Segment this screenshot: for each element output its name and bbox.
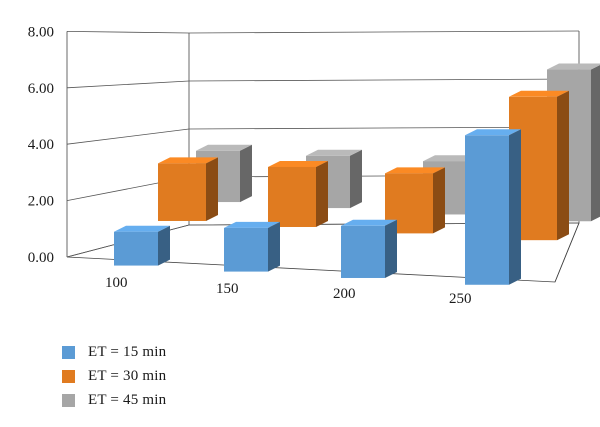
bar-top [114,225,170,232]
bar-top [547,63,600,70]
bar-side [350,149,362,209]
legend-label-et-15: ET = 15 min [88,343,167,360]
bar-side [316,161,328,227]
gridline-left-2 [66,128,190,145]
bar-side [385,219,397,278]
legend-swatch-et-15 [62,345,75,359]
bar-top [465,129,521,136]
bar-front [158,163,206,221]
bar-et15min-250 [465,129,521,285]
legend-swatch-et-45 [62,393,75,407]
bar-side [240,144,252,203]
legend-swatch-et-30 [62,369,75,383]
gridline-left-3 [66,80,190,89]
legend-item-et-15: ET = 15 min [62,340,166,364]
y-tick-label: 6.00 [28,81,54,97]
gridline-back-3 [188,78,580,82]
bar-front [114,231,158,266]
x-tick-label: 150 [216,281,239,297]
bar-side [557,90,569,241]
y-axis-ticks: 0.00 2.00 4.00 6.00 8.00 [28,24,54,266]
legend-label-et-30: ET = 30 min [88,367,167,384]
bar-side [591,65,600,222]
legend: ET = 15 min ET = 30 min ET = 45 min [62,340,166,412]
bar-top [385,167,445,174]
bar-front [224,227,268,272]
x-tick-label: 250 [449,291,472,307]
gridline-left-4 [66,31,190,34]
bar-top [158,157,218,164]
floor-right-edge [554,222,580,283]
bar-side [206,157,218,221]
bar-front [465,135,509,285]
bar-side [433,167,445,234]
x-axis-ticks: 100 150 200 250 [105,275,472,307]
x-tick-label: 100 [105,275,128,291]
bar-side [509,129,521,285]
bar-et30min-200 [385,167,445,234]
bar-et30min-150 [268,161,328,227]
bar-side [268,221,280,272]
y-tick-label: 4.00 [28,137,54,153]
bar-front [341,225,385,278]
gridlines [66,30,580,258]
bar-top [196,144,252,151]
gridline-back-4 [188,30,580,34]
bar-et30min-100 [158,157,218,221]
bar-top [306,149,362,156]
bar-et15min-150 [224,221,280,272]
bar-front [268,166,316,227]
y-tick-label: 0.00 [28,250,54,266]
legend-label-et-45: ET = 45 min [88,391,167,408]
y-tick-label: 2.00 [28,194,54,210]
bar-et15min-200 [341,219,397,278]
bar-side [158,225,170,266]
bar-top [224,221,280,228]
bar-top [341,219,397,226]
bars [114,63,600,285]
x-tick-label: 200 [333,286,356,302]
legend-item-et-30: ET = 30 min [62,364,166,388]
y-tick-label: 8.00 [28,24,54,40]
bar-top [268,161,328,167]
legend-item-et-45: ET = 45 min [62,388,166,412]
bar-et15min-100 [114,225,170,266]
bar-top [509,90,569,97]
